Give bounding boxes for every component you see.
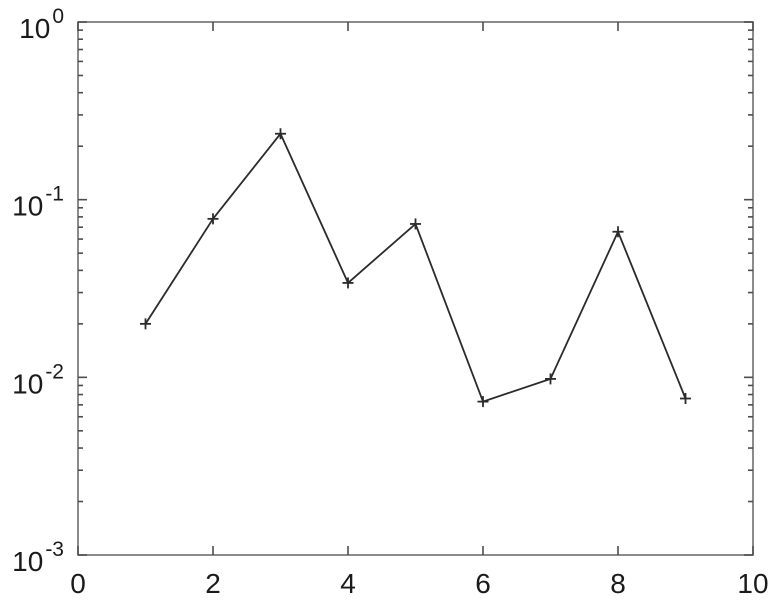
plus-marker	[207, 213, 219, 225]
y-tick-label: 10-2	[12, 360, 64, 399]
plus-marker	[680, 393, 691, 405]
x-tick-label: 0	[70, 568, 86, 599]
axes	[77, 21, 754, 556]
data-series	[140, 128, 691, 408]
plus-marker	[410, 218, 421, 230]
x-tick-label: 2	[205, 568, 221, 599]
plus-marker	[477, 396, 489, 408]
plus-marker	[140, 318, 151, 330]
x-tick-label: 4	[340, 568, 356, 599]
x-tick-label: 8	[610, 568, 626, 599]
data-line	[144, 132, 687, 403]
plus-marker	[612, 226, 624, 238]
plus-marker	[342, 277, 354, 289]
plus-marker	[275, 128, 286, 140]
tick-marks	[77, 21, 754, 556]
y-tick-label: 10-1	[12, 183, 64, 222]
tick-labels: 0 2 4 6 8 10 100 10-1 10-2 10-3	[12, 5, 768, 599]
y-tick-label: 100	[19, 5, 64, 44]
y-tick-label: 10-3	[12, 538, 64, 577]
x-tick-label: 10	[737, 568, 768, 599]
x-tick-label: 6	[475, 568, 491, 599]
plus-marker	[545, 373, 556, 385]
plot-box	[77, 21, 754, 556]
